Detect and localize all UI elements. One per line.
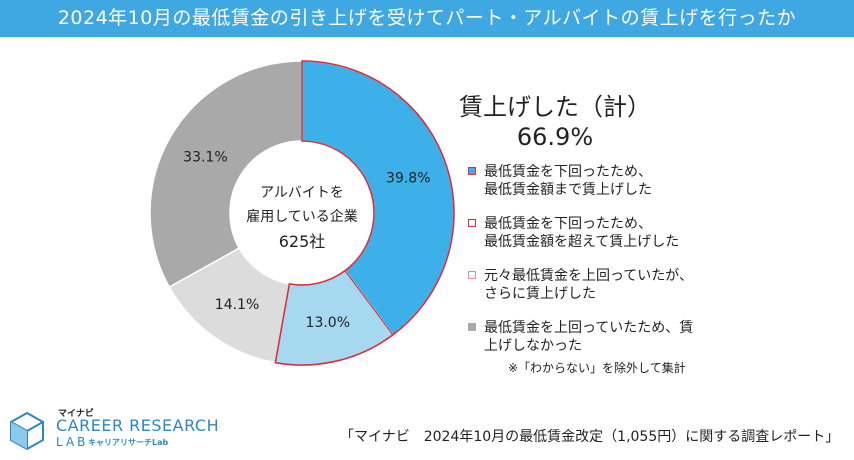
total-raised-outline xyxy=(274,60,455,366)
center-label-line: アルバイトを xyxy=(260,185,344,201)
legend-line: 最低賃金を上回っていたため、賃 xyxy=(484,320,694,336)
slice-value-label: 14.1% xyxy=(215,297,259,313)
legend-swatch xyxy=(468,167,476,175)
donut-slice xyxy=(149,60,303,289)
slice-separator xyxy=(344,270,394,336)
slice-value-label: 39.8% xyxy=(386,171,430,187)
legend-line: 上げしなかった xyxy=(484,338,582,354)
legend-line: 最低賃金を下回ったため、 xyxy=(484,164,652,180)
legend-line: 最低賃金を下回ったため、 xyxy=(484,216,652,232)
chart-title: 2024年10月の最低賃金の引き上げを受けてパート・アルバイトの賃上げを行ったか xyxy=(0,0,854,37)
total-raised-value: 66.9% xyxy=(516,123,594,151)
slice-value-label: 33.1% xyxy=(183,149,227,165)
center-label-line: 625社 xyxy=(279,232,326,251)
total-raised-label: 賃上げした（計） xyxy=(459,93,651,121)
legend-line: 元々最低賃金を上回っていたが、 xyxy=(484,268,694,284)
legend-item: 最低賃金を上回っていたため、賃 上げしなかった xyxy=(468,319,808,355)
legend-item: 元々最低賃金を上回っていたが、 さらに賃上げした xyxy=(468,267,808,303)
total-raised: 賃上げした（計） 66.9% xyxy=(455,92,655,152)
slice-value-label: 13.0% xyxy=(306,315,350,331)
footnote: ※「わからない」を除外して集計 xyxy=(508,361,686,375)
legend-item: 最低賃金を下回ったため、 最低賃金額を超えて賃上げした xyxy=(468,215,808,251)
logo-sub-text: キャリアリサーチLab xyxy=(88,438,169,447)
legend-swatch xyxy=(468,219,476,227)
center-label-line: 雇用している企業 xyxy=(246,208,358,225)
legend: 最低賃金を下回ったため、 最低賃金額まで賃上げした 最低賃金を下回ったため、 最… xyxy=(468,163,808,371)
legend-item: 最低賃金を下回ったため、 最低賃金額まで賃上げした xyxy=(468,163,808,199)
source-citation: 「マイナビ 2024年10月の最低賃金改定（1,055円）に関する調査レポート」 xyxy=(340,429,840,445)
legend-swatch xyxy=(468,323,476,331)
logo: マイナビ CAREER RESEARCH LAB キャリアリサーチLab xyxy=(8,405,238,455)
logo-lab-text: LAB xyxy=(56,435,89,449)
logo-small-text: マイナビ xyxy=(58,409,94,419)
legend-swatch xyxy=(468,271,476,279)
legend-line: 最低賃金額を超えて賃上げした xyxy=(484,234,680,250)
logo-main-text: CAREER RESEARCH xyxy=(56,416,220,435)
cube-icon xyxy=(10,411,44,451)
legend-line: 最低賃金額まで賃上げした xyxy=(484,182,652,198)
legend-line: さらに賃上げした xyxy=(484,286,596,302)
